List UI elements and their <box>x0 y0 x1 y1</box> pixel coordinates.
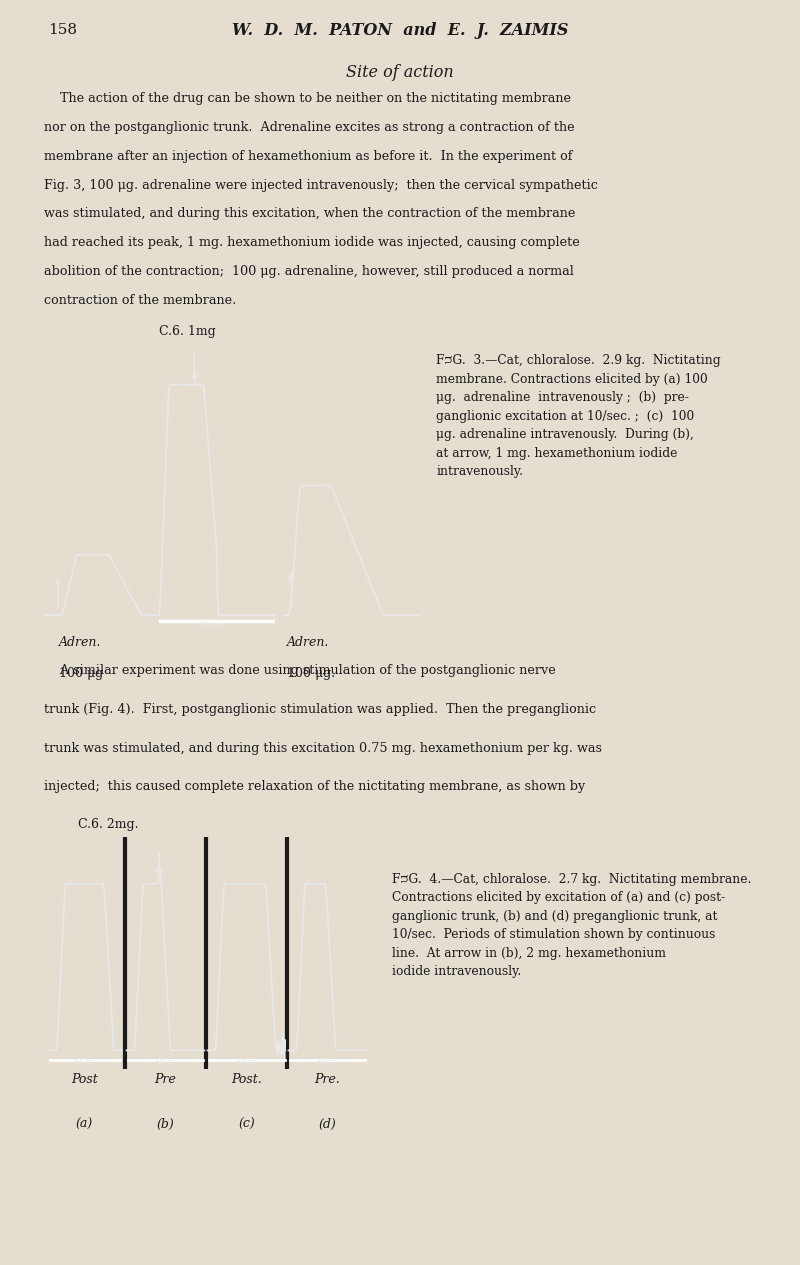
Text: contraction of the membrane.: contraction of the membrane. <box>44 293 236 307</box>
Text: 158: 158 <box>48 23 77 38</box>
Text: Stim: Stim <box>317 1058 338 1066</box>
Text: (c): (c) <box>238 1118 255 1131</box>
Text: Site of action: Site of action <box>346 63 454 81</box>
Text: W.  D.  M.  PATON  and  E.  J.  ZAIMIS: W. D. M. PATON and E. J. ZAIMIS <box>232 22 568 39</box>
Text: Adren.: Adren. <box>59 636 102 649</box>
Text: C.6. 2mg.: C.6. 2mg. <box>78 818 138 831</box>
Text: membrane after an injection of hexamethonium as before it.  In the experiment of: membrane after an injection of hexametho… <box>44 151 573 163</box>
Text: injected;  this caused complete relaxation of the nictitating membrane, as shown: injected; this caused complete relaxatio… <box>44 781 586 793</box>
Text: nor on the postganglionic trunk.  Adrenaline excites as strong a contraction of : nor on the postganglionic trunk. Adrenal… <box>44 121 574 134</box>
Text: (a): (a) <box>76 1118 93 1131</box>
Text: A similar experiment was done using stimulation of the postganglionic nerve: A similar experiment was done using stim… <box>44 664 556 677</box>
Text: Adren.: Adren. <box>286 636 329 649</box>
Text: 100 μg.: 100 μg. <box>286 668 334 681</box>
Text: (b): (b) <box>157 1118 174 1131</box>
Text: Stim: Stim <box>74 1058 95 1066</box>
Text: FᴝG.  3.—Cat, chloralose.  2.9 kg.  Nictitating
membrane. Contractions elicited : FᴝG. 3.—Cat, chloralose. 2.9 kg. Nictita… <box>436 354 721 478</box>
Text: Stim: Stim <box>155 1058 176 1066</box>
Text: Post: Post <box>71 1073 98 1087</box>
Text: 100 μg: 100 μg <box>59 668 103 681</box>
Text: Post.: Post. <box>231 1073 262 1087</box>
Text: Fig. 3, 100 μg. adrenaline were injected intravenously;  then the cervical sympa: Fig. 3, 100 μg. adrenaline were injected… <box>44 178 598 192</box>
Text: Pre: Pre <box>154 1073 176 1087</box>
Text: Pre.: Pre. <box>314 1073 340 1087</box>
Text: The action of the drug can be shown to be neither on the nictitating membrane: The action of the drug can be shown to b… <box>44 92 571 105</box>
Text: trunk (Fig. 4).  First, postganglionic stimulation was applied.  Then the pregan: trunk (Fig. 4). First, postganglionic st… <box>44 703 596 716</box>
Text: Stim: Stim <box>236 1058 257 1066</box>
Text: trunk was stimulated, and during this excitation 0.75 mg. hexamethonium per kg. : trunk was stimulated, and during this ex… <box>44 741 602 754</box>
Text: abolition of the contraction;  100 μg. adrenaline, however, still produced a nor: abolition of the contraction; 100 μg. ad… <box>44 266 574 278</box>
Text: Stim.: Stim. <box>199 621 226 630</box>
Text: had reached its peak, 1 mg. hexamethonium iodide was injected, causing complete: had reached its peak, 1 mg. hexamethoniu… <box>44 237 580 249</box>
Text: (d): (d) <box>318 1118 336 1131</box>
Text: C.6. 1mg: C.6. 1mg <box>158 325 215 338</box>
Text: FᴝG.  4.—Cat, chloralose.  2.7 kg.  Nictitating membrane.
Contractions elicited : FᴝG. 4.—Cat, chloralose. 2.7 kg. Nictita… <box>392 873 751 978</box>
Text: was stimulated, and during this excitation, when the contraction of the membrane: was stimulated, and during this excitati… <box>44 207 575 220</box>
